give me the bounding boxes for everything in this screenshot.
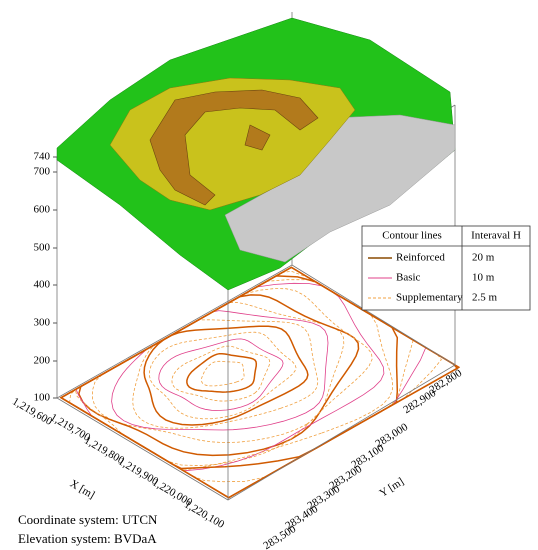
contour-line (59, 266, 461, 499)
z-tick-label: 500 (34, 242, 51, 254)
legend-box (361, 225, 531, 311)
z-tick-label: 300 (34, 317, 51, 329)
legend-value: 2.5 m (472, 292, 498, 304)
legend-header: Contour lines (382, 230, 442, 242)
axis-label: Y [m] (377, 476, 406, 500)
legend-value: 20 m (472, 252, 495, 264)
z-tick-label: 600 (34, 204, 51, 216)
legend: Contour lines Interaval H Reinforced 20 … (361, 225, 531, 311)
contour-line (59, 275, 399, 470)
contour-map (59, 266, 461, 499)
legend-value: 10 m (472, 272, 495, 284)
contour-line (91, 301, 345, 444)
legend-label: Reinforced (396, 252, 445, 264)
contour-line (74, 288, 373, 467)
contour-line (186, 352, 258, 393)
contour-line (149, 331, 297, 420)
y-tick-label: 282,800 (427, 367, 464, 396)
x-tick-label: 1,220,100 (182, 498, 227, 531)
z-tick-label: 400 (34, 279, 51, 291)
y-tick-label: 283,000 (373, 421, 410, 450)
note: Elevation system: BVDaA (18, 531, 157, 546)
legend-label: Basic (396, 272, 421, 284)
z-tick-label: 740 (34, 151, 51, 163)
z-tick-label: 100 (34, 392, 51, 404)
note: Coordinate system: UTCN (18, 512, 158, 527)
legend-label: Supplementary (396, 292, 463, 304)
z-tick-label: 200 (34, 355, 51, 367)
legend-header: Interaval H (471, 230, 521, 242)
z-tick-label: 700 (34, 166, 51, 178)
contour-line (201, 360, 245, 387)
axis-label: X [m] (68, 478, 97, 502)
contour-line (171, 345, 271, 402)
contour-line (158, 338, 284, 411)
terrain-pit (149, 89, 319, 206)
